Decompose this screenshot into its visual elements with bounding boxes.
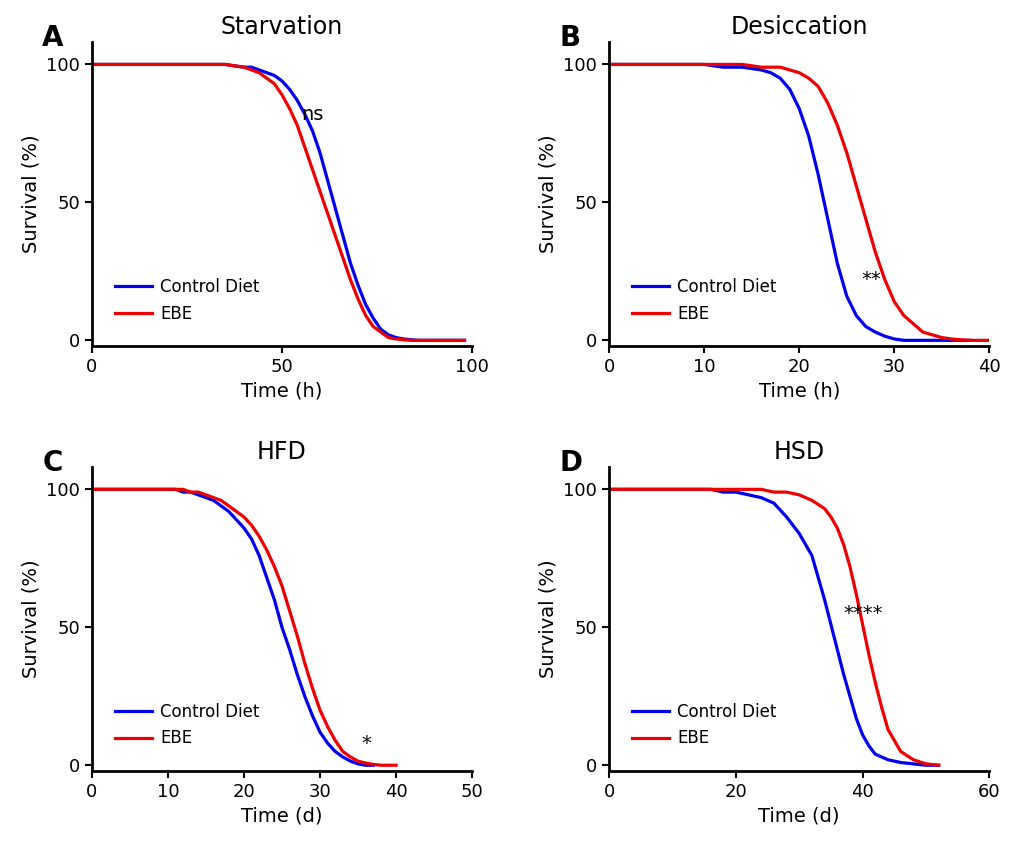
Text: ****: **** xyxy=(843,604,882,623)
Text: B: B xyxy=(559,24,580,53)
Title: HFD: HFD xyxy=(257,440,307,464)
Y-axis label: Survival (%): Survival (%) xyxy=(538,560,557,678)
X-axis label: Time (d): Time (d) xyxy=(758,806,840,825)
Title: HSD: HSD xyxy=(772,440,824,464)
Text: **: ** xyxy=(860,270,880,289)
Title: Starvation: Starvation xyxy=(221,15,342,39)
Legend: Control Diet, EBE: Control Diet, EBE xyxy=(625,696,783,754)
Text: ns: ns xyxy=(301,104,323,124)
Text: *: * xyxy=(362,734,371,753)
X-axis label: Time (h): Time (h) xyxy=(758,381,839,401)
X-axis label: Time (h): Time (h) xyxy=(242,381,322,401)
Legend: Control Diet, EBE: Control Diet, EBE xyxy=(108,696,266,754)
Y-axis label: Survival (%): Survival (%) xyxy=(21,135,41,253)
Y-axis label: Survival (%): Survival (%) xyxy=(538,135,557,253)
Text: C: C xyxy=(43,449,63,477)
Text: A: A xyxy=(43,24,64,53)
X-axis label: Time (d): Time (d) xyxy=(240,806,322,825)
Text: D: D xyxy=(559,449,582,477)
Title: Desiccation: Desiccation xyxy=(730,15,867,39)
Legend: Control Diet, EBE: Control Diet, EBE xyxy=(625,272,783,329)
Legend: Control Diet, EBE: Control Diet, EBE xyxy=(108,272,266,329)
Y-axis label: Survival (%): Survival (%) xyxy=(21,560,41,678)
